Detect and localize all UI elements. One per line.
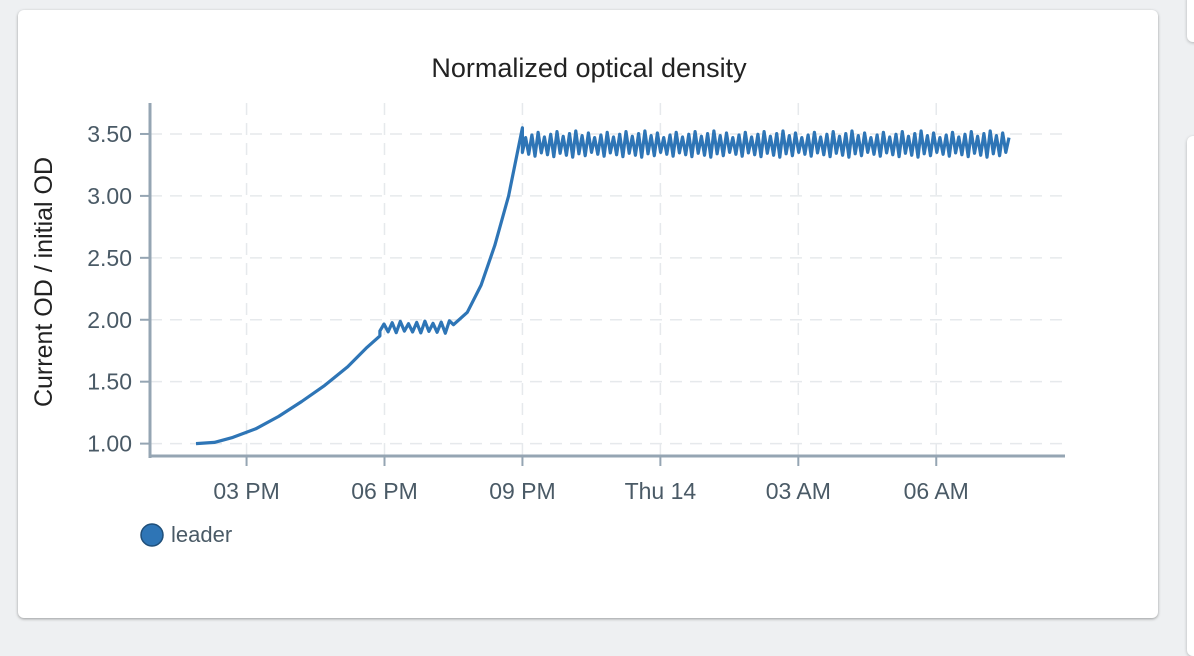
- y-tick-label: 2.50: [87, 245, 132, 271]
- y-tick-label: 1.00: [87, 431, 132, 457]
- y-axis-label: Current OD / initial OD: [30, 157, 58, 407]
- y-tick-label: 3.00: [87, 183, 132, 209]
- legend-marker-leader: [140, 523, 164, 547]
- legend[interactable]: leader: [140, 522, 232, 547]
- legend-label-leader: leader: [171, 522, 232, 547]
- od-chart: Normalized optical density Current OD / …: [30, 53, 1065, 547]
- x-tick-label: 09 PM: [489, 478, 555, 504]
- adjacent-card-bottom: [1187, 136, 1194, 656]
- x-tick-label: 06 AM: [904, 478, 969, 504]
- axes: [148, 103, 1065, 458]
- chart-title: Normalized optical density: [431, 53, 747, 83]
- x-ticks: 03 PM 06 PM 09 PM Thu 14 03 AM 06 AM: [213, 456, 969, 504]
- y-tick-label: 3.50: [87, 121, 132, 147]
- x-tick-label: 06 PM: [351, 478, 417, 504]
- y-tick-label: 1.50: [87, 369, 132, 395]
- x-tick-label: 03 AM: [766, 478, 831, 504]
- series-line-leader: [195, 126, 1011, 446]
- y-ticks: 1.00 1.50 2.00 2.50 3.00 3.50: [87, 121, 150, 457]
- adjacent-card-top: [1187, 0, 1194, 42]
- chart-card: [18, 10, 1158, 618]
- series-layer: [195, 126, 1011, 446]
- x-tick-label: 03 PM: [213, 478, 279, 504]
- grid: [150, 103, 1065, 456]
- x-tick-label: Thu 14: [625, 478, 697, 504]
- y-tick-label: 2.00: [87, 307, 132, 333]
